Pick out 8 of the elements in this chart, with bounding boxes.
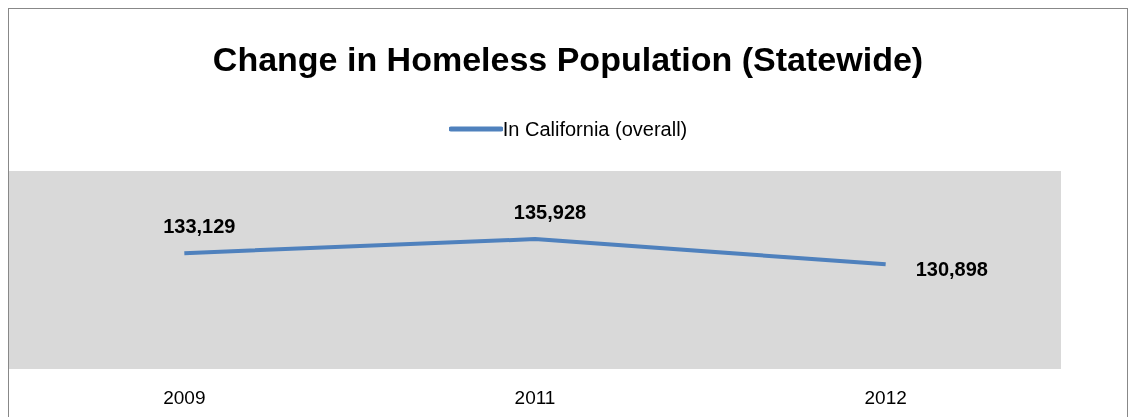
data-label: 133,129 xyxy=(163,215,236,238)
x-tick-label: 2011 xyxy=(514,387,556,409)
x-tick-label: 2009 xyxy=(163,387,206,409)
x-tick-label: 2012 xyxy=(864,387,907,409)
chart-title: Change in Homeless Population (Statewide) xyxy=(211,38,925,80)
data-label: 135,928 xyxy=(513,201,587,224)
legend-label: In California (overall) xyxy=(502,117,688,141)
data-label: 130,898 xyxy=(915,258,988,281)
